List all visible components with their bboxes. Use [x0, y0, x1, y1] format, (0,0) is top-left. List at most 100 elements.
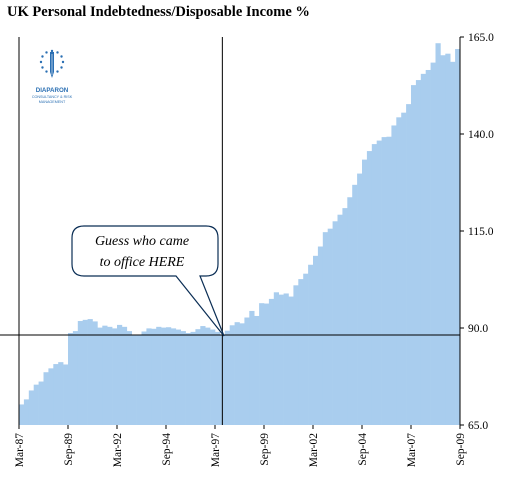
bar: [342, 208, 348, 425]
bar: [77, 321, 83, 425]
bar: [308, 264, 314, 425]
bar: [430, 62, 436, 426]
bar: [406, 104, 412, 426]
bar: [362, 159, 368, 426]
reference-lines: [0, 37, 460, 425]
logo-line3: MANAGEMENT: [39, 100, 66, 104]
y-tick-label: 165.0: [468, 32, 494, 44]
bar: [327, 228, 333, 425]
bar: [87, 319, 93, 425]
x-tick-label: Mar-02: [308, 433, 320, 468]
logo-dot: [60, 55, 63, 58]
bar: [107, 326, 113, 425]
logo-dot: [41, 66, 44, 69]
bar: [352, 184, 358, 425]
bar: [205, 327, 211, 425]
bar: [19, 404, 25, 425]
y-axis: 65.0 90.0 115.0 140.0 165.0: [460, 32, 494, 432]
annotation-callout: Guess who came to office HERE: [71, 225, 225, 337]
bar: [180, 331, 186, 425]
bar: [166, 327, 172, 425]
bar: [371, 144, 377, 425]
x-tick-label: Sep-04: [357, 433, 369, 466]
y-tick-label: 115.0: [468, 226, 494, 238]
x-axis: Mar-87 Sep-89 Mar-92 Sep-94 Mar-97 Sep-99 Mar-…: [14, 425, 467, 467]
bar: [58, 362, 64, 425]
callout-line1: Guess who came: [95, 234, 189, 249]
bar: [298, 279, 304, 425]
bar: [415, 80, 422, 425]
bar: [151, 328, 157, 425]
x-tick-label: Sep-94: [161, 433, 173, 466]
y-tick-label: 90.0: [468, 323, 488, 335]
chart-title: UK Personal Indebtedness/Disposable Inco…: [7, 4, 310, 20]
logo-dot: [45, 70, 48, 73]
diaparon-logo: DIAPARON CONSULTANCY & RISK MANAGEMENT: [32, 49, 73, 104]
bar: [28, 390, 34, 425]
bar: [259, 303, 265, 425]
bar: [401, 112, 407, 425]
bar: [445, 53, 451, 426]
bar: [391, 125, 397, 426]
bar: [317, 246, 324, 425]
logo-dot: [39, 60, 43, 64]
bar: [347, 197, 353, 425]
bar: [313, 255, 319, 425]
x-tick-label: Mar-92: [112, 433, 124, 468]
bar: [102, 325, 108, 425]
bar: [229, 325, 235, 425]
bar: [63, 364, 69, 425]
bar: [68, 333, 74, 425]
bar: [357, 173, 363, 425]
logo-dot: [61, 60, 65, 64]
bar: [195, 329, 201, 425]
bar: [175, 329, 181, 425]
logo-dot: [56, 70, 59, 73]
bar: [249, 310, 255, 425]
bar: [239, 323, 245, 425]
bar: [293, 285, 299, 425]
bar: [381, 137, 387, 425]
bar: [386, 136, 392, 425]
bar: [33, 384, 39, 425]
x-tick-label: Mar-07: [406, 433, 418, 468]
bar: [121, 326, 128, 425]
bar: [97, 327, 103, 425]
bar: [23, 399, 30, 425]
x-tick-label: Sep-09: [455, 433, 467, 466]
logo-dot: [60, 66, 63, 69]
bar: [92, 321, 98, 425]
bar: [136, 334, 142, 425]
bar: [322, 232, 328, 425]
logo-line2: CONSULTANCY & RISK: [32, 95, 73, 99]
x-tick-label: Mar-97: [210, 433, 222, 468]
bar: [440, 55, 446, 426]
bar: [273, 292, 279, 425]
x-tick-label: Sep-89: [63, 433, 75, 466]
y-tick-label: 65.0: [468, 420, 488, 432]
bar: [224, 330, 230, 425]
x-tick-label: Mar-87: [14, 433, 26, 468]
bar: [411, 85, 417, 426]
bar: [288, 296, 294, 425]
bar: [200, 326, 206, 425]
logo-dot: [56, 51, 59, 54]
callout-line2: to office HERE: [100, 255, 185, 270]
x-tick-label: Sep-99: [259, 433, 271, 466]
bar: [435, 43, 441, 426]
bar: [268, 298, 275, 425]
bar: [131, 334, 137, 425]
callout-bubble: [71, 225, 225, 337]
bar: [366, 151, 373, 425]
bar: [161, 327, 167, 425]
bar: [210, 329, 216, 425]
bar: [264, 303, 270, 425]
bar: [234, 322, 240, 425]
bar: [450, 61, 456, 425]
bar: [396, 117, 402, 425]
bar-series: [19, 43, 461, 426]
bar: [337, 214, 343, 425]
bar: [156, 326, 162, 425]
bar: [82, 319, 88, 425]
